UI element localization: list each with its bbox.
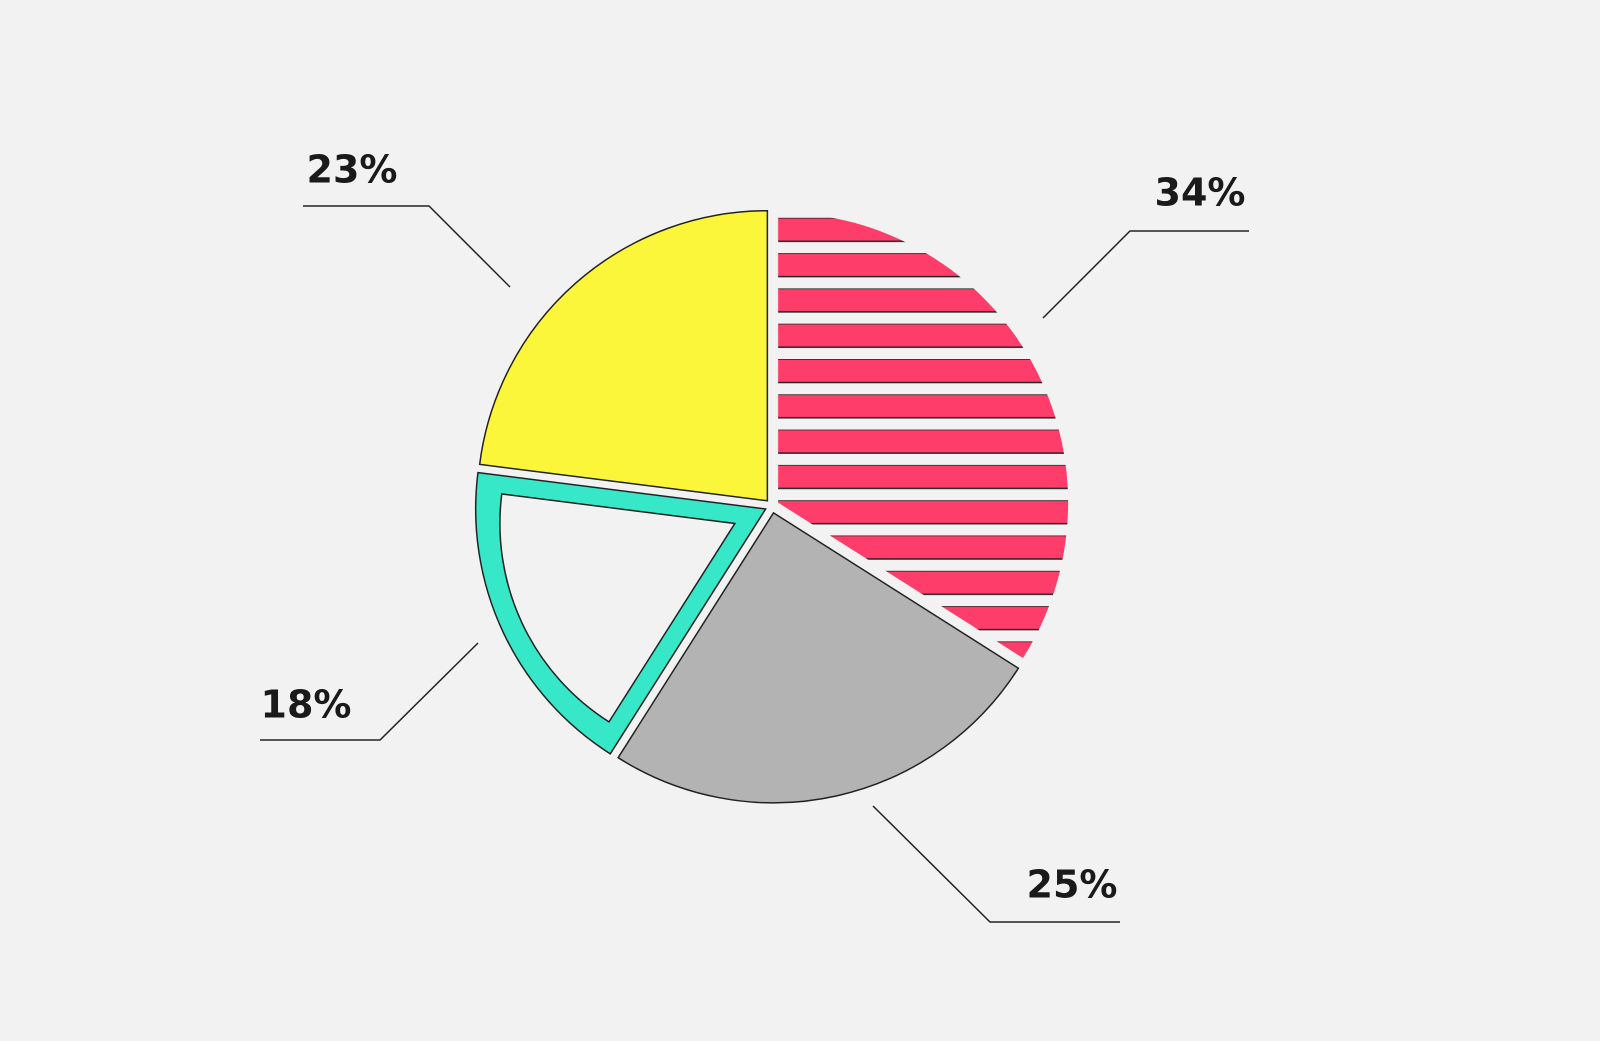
leader-line <box>872 805 1120 923</box>
slice <box>778 212 1069 659</box>
leader-line <box>260 642 479 741</box>
slice <box>478 209 769 502</box>
leader-line <box>303 205 511 288</box>
leader-line <box>1042 230 1249 319</box>
value-label: 23% <box>307 148 398 192</box>
slice <box>617 511 1020 804</box>
value-label: 34% <box>1155 171 1246 215</box>
value-label: 25% <box>1027 863 1118 907</box>
value-label: 18% <box>261 683 352 727</box>
slice-inner <box>499 493 737 723</box>
